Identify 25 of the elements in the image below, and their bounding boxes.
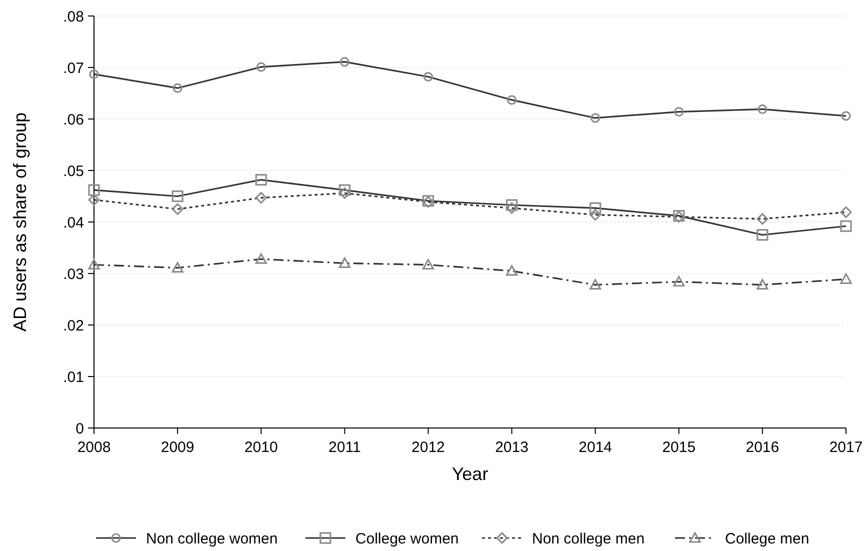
x-tick-label: 2009 xyxy=(160,439,194,456)
y-tick-label: .07 xyxy=(63,60,84,77)
legend-label: College women xyxy=(355,530,459,548)
x-tick-label: 2011 xyxy=(328,439,361,456)
x-axis-title: Year xyxy=(452,464,488,484)
y-tick-label: 0 xyxy=(76,420,84,438)
legend-label: College men xyxy=(725,530,810,548)
y-tick-label: .06 xyxy=(63,111,84,128)
legend-label: Non college women xyxy=(146,530,278,548)
x-tick-label: 2015 xyxy=(662,439,696,456)
x-tick-label: 2013 xyxy=(495,439,528,456)
y-tick-label: .05 xyxy=(63,162,84,180)
x-tick-label: 2014 xyxy=(578,439,612,456)
x-tick-label: 2010 xyxy=(244,439,278,456)
x-tick-label: 2016 xyxy=(746,439,780,456)
y-axis-title: AD users as share of group xyxy=(10,112,30,332)
y-tick-label: .04 xyxy=(63,214,84,232)
x-tick-label: 2008 xyxy=(77,439,111,456)
legend-label: Non college men xyxy=(532,530,645,548)
y-tick-label: .08 xyxy=(63,8,84,26)
y-tick-label: .01 xyxy=(63,368,84,386)
x-tick-label: 2012 xyxy=(412,439,445,456)
x-tick-label: 2017 xyxy=(829,439,863,456)
y-tick-label: .02 xyxy=(63,317,84,334)
y-tick-label: .03 xyxy=(63,266,84,283)
